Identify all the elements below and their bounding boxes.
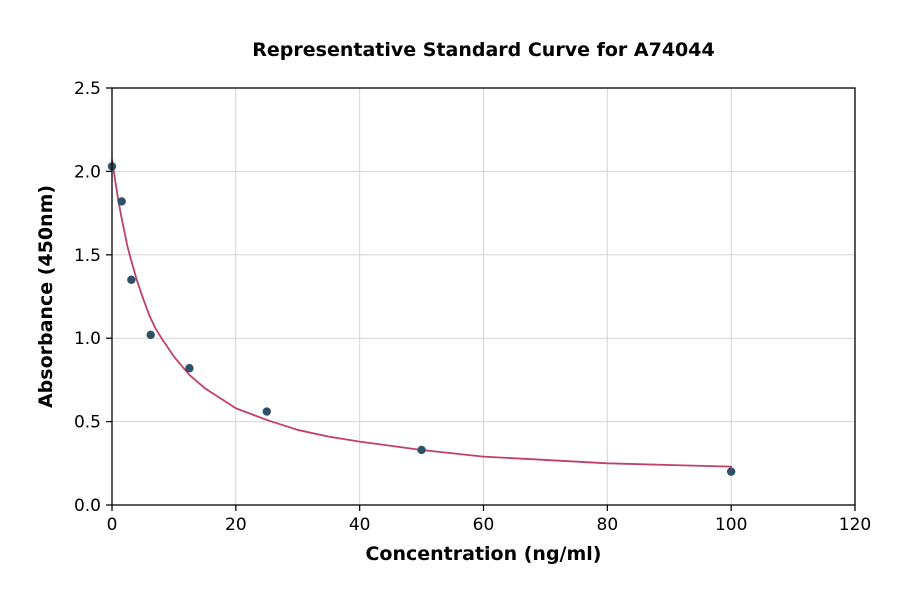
y-tick-label: 2.0 <box>74 162 101 182</box>
data-point <box>117 197 126 206</box>
y-tick-label: 2.5 <box>74 79 101 99</box>
x-tick-label: 80 <box>597 515 619 535</box>
x-tick-label: 120 <box>839 515 871 535</box>
fit-curve-line <box>111 158 733 468</box>
chart-title: Representative Standard Curve for A74044 <box>252 39 714 61</box>
x-axis-label: Concentration (ng/ml) <box>365 543 601 565</box>
axes-frame: 0 20 40 60 80 100 120 0.0 0.5 1.0 1.5 2.0 2.5 <box>74 79 871 535</box>
grid-lines <box>111 87 856 506</box>
x-tick-label: 40 <box>349 515 371 535</box>
fit-curve <box>111 158 733 468</box>
data-point <box>262 407 271 416</box>
data-points <box>107 162 736 476</box>
data-point <box>127 275 136 285</box>
y-tick-label: 0.0 <box>74 496 101 516</box>
data-point <box>417 445 426 455</box>
x-tick-label: 100 <box>715 515 747 535</box>
x-tick-label: 20 <box>225 515 247 535</box>
x-tick-label: 60 <box>473 515 495 535</box>
y-tick-label: 0.5 <box>74 413 101 433</box>
data-point <box>146 330 155 340</box>
y-tick-label: 1.5 <box>74 246 101 266</box>
data-point <box>185 364 194 373</box>
y-axis-label: Absorbance (450nm) <box>35 185 57 408</box>
data-point <box>726 467 736 476</box>
y-tick-label: 1.0 <box>74 329 101 349</box>
x-tick-label: 0 <box>107 515 118 535</box>
